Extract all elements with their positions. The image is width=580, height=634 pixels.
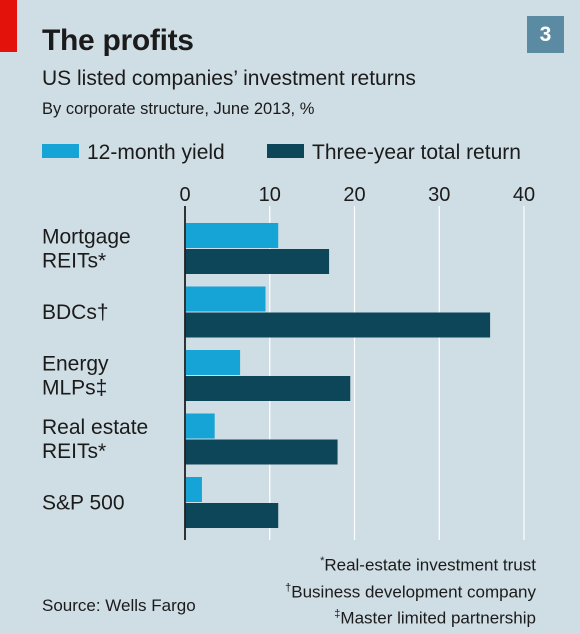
category-label-line: REITs* — [42, 250, 106, 273]
footnote-mlp: ‡Master limited partnership — [334, 608, 536, 628]
tick-label-10: 10 — [259, 184, 281, 206]
bar-yield-0 — [185, 223, 279, 248]
category-label-line: BDCs† — [42, 301, 109, 324]
brand-red-tag — [0, 0, 17, 52]
category-label-1: BDCs† — [42, 301, 109, 324]
legend-item-total-return: Three-year total return — [267, 140, 521, 166]
category-label-0: Mortgage REITs* — [42, 226, 131, 273]
bar-yield-2 — [185, 350, 241, 375]
bar-yield-1 — [185, 286, 266, 312]
legend-label-yield: 12-month yield — [87, 141, 225, 164]
legend-label-total-return: Three-year total return — [312, 141, 521, 164]
footnote-bdc: †Business development company — [285, 581, 536, 602]
footnotes: *Real-estate investment trust †Business … — [285, 550, 536, 630]
tick-label-40: 40 — [513, 184, 535, 206]
bar-total-return-4 — [185, 503, 279, 528]
legend-swatch-total-return — [267, 144, 304, 159]
chart-number-badge: 3 — [527, 16, 564, 53]
tick-label-0: 0 — [179, 184, 190, 206]
footnote-bdc-text: Business development company — [291, 582, 536, 602]
category-label-3: Real estate REITs* — [42, 416, 148, 463]
bar-total-return-2 — [185, 376, 351, 401]
tick-label-30: 30 — [428, 184, 450, 206]
bar-yield-4 — [185, 477, 202, 502]
legend-item-yield: 12-month yield — [42, 140, 225, 166]
source-note: Source: Wells Fargo — [42, 596, 196, 615]
chart-sub-subtitle: By corporate structure, June 2013, % — [42, 100, 315, 118]
footnote-mlp-text: Master limited partnership — [340, 608, 536, 628]
category-label-line: Energy — [42, 353, 109, 376]
bar-total-return-0 — [185, 249, 330, 274]
bar-total-return-3 — [185, 439, 338, 465]
category-label-line: Mortgage — [42, 226, 131, 249]
category-label-line: S&P 500 — [42, 492, 125, 515]
category-label-line: REITs* — [42, 440, 106, 463]
category-label-line: MLPs‡ — [42, 377, 107, 400]
chart-title: The profits — [42, 24, 194, 57]
bar-total-return-1 — [185, 312, 491, 338]
tick-label-20: 20 — [343, 184, 365, 206]
category-label-4: S&P 500 — [42, 492, 125, 515]
footnote-reit: *Real-estate investment trust — [320, 555, 536, 575]
footnote-reit-text: Real-estate investment trust — [324, 555, 536, 575]
chart-subtitle: US listed companies’ investment returns — [42, 67, 416, 90]
legend-swatch-yield — [42, 144, 79, 159]
category-label-line: Real estate — [42, 416, 148, 439]
category-label-2: Energy MLPs‡ — [42, 353, 109, 400]
bar-yield-3 — [185, 413, 215, 439]
